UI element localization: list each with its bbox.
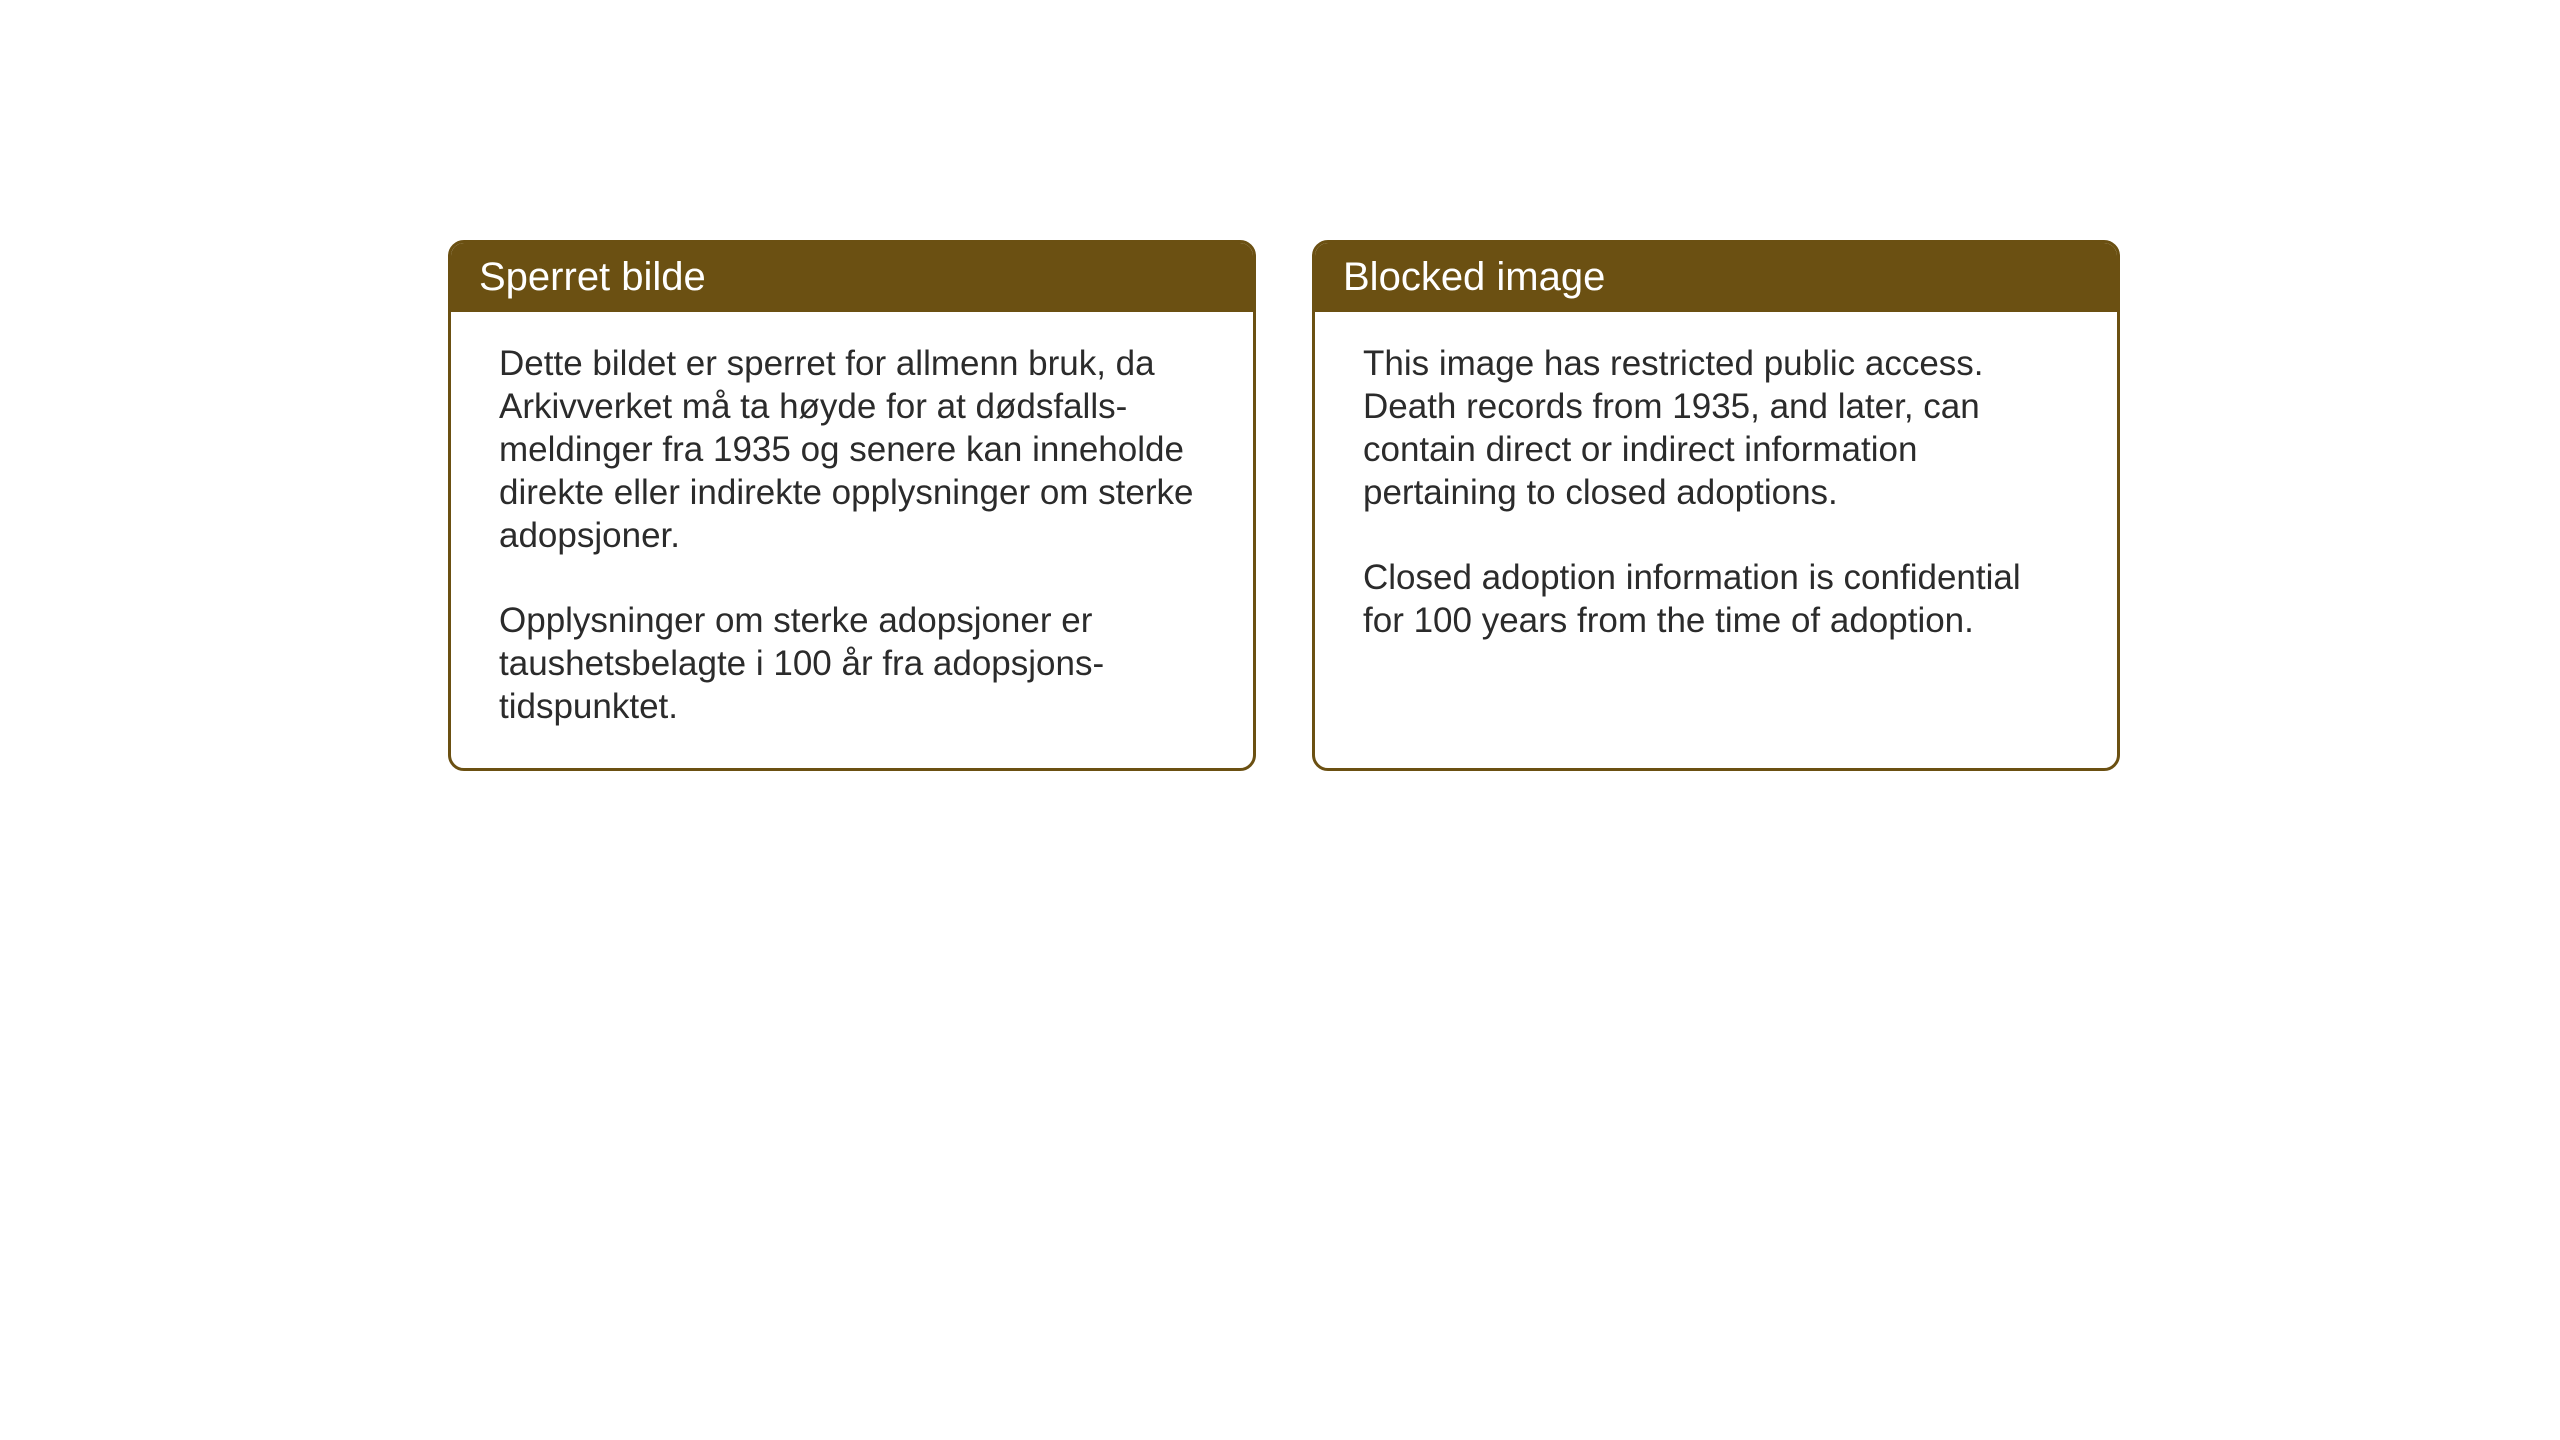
card-english-paragraph-1: This image has restricted public access.… bbox=[1363, 342, 2069, 514]
card-norwegian-header: Sperret bilde bbox=[451, 243, 1253, 312]
card-norwegian-body: Dette bildet er sperret for allmenn bruk… bbox=[451, 312, 1253, 768]
card-norwegian-paragraph-1: Dette bildet er sperret for allmenn bruk… bbox=[499, 342, 1205, 557]
card-norwegian-title: Sperret bilde bbox=[479, 255, 706, 299]
card-english-body: This image has restricted public access.… bbox=[1315, 312, 2117, 744]
card-norwegian-paragraph-2: Opplysninger om sterke adopsjoner er tau… bbox=[499, 599, 1205, 728]
card-norwegian: Sperret bilde Dette bildet er sperret fo… bbox=[448, 240, 1256, 771]
card-english-paragraph-2: Closed adoption information is confident… bbox=[1363, 556, 2069, 642]
card-english: Blocked image This image has restricted … bbox=[1312, 240, 2120, 771]
card-english-header: Blocked image bbox=[1315, 243, 2117, 312]
cards-container: Sperret bilde Dette bildet er sperret fo… bbox=[448, 240, 2120, 771]
card-english-title: Blocked image bbox=[1343, 255, 1605, 299]
